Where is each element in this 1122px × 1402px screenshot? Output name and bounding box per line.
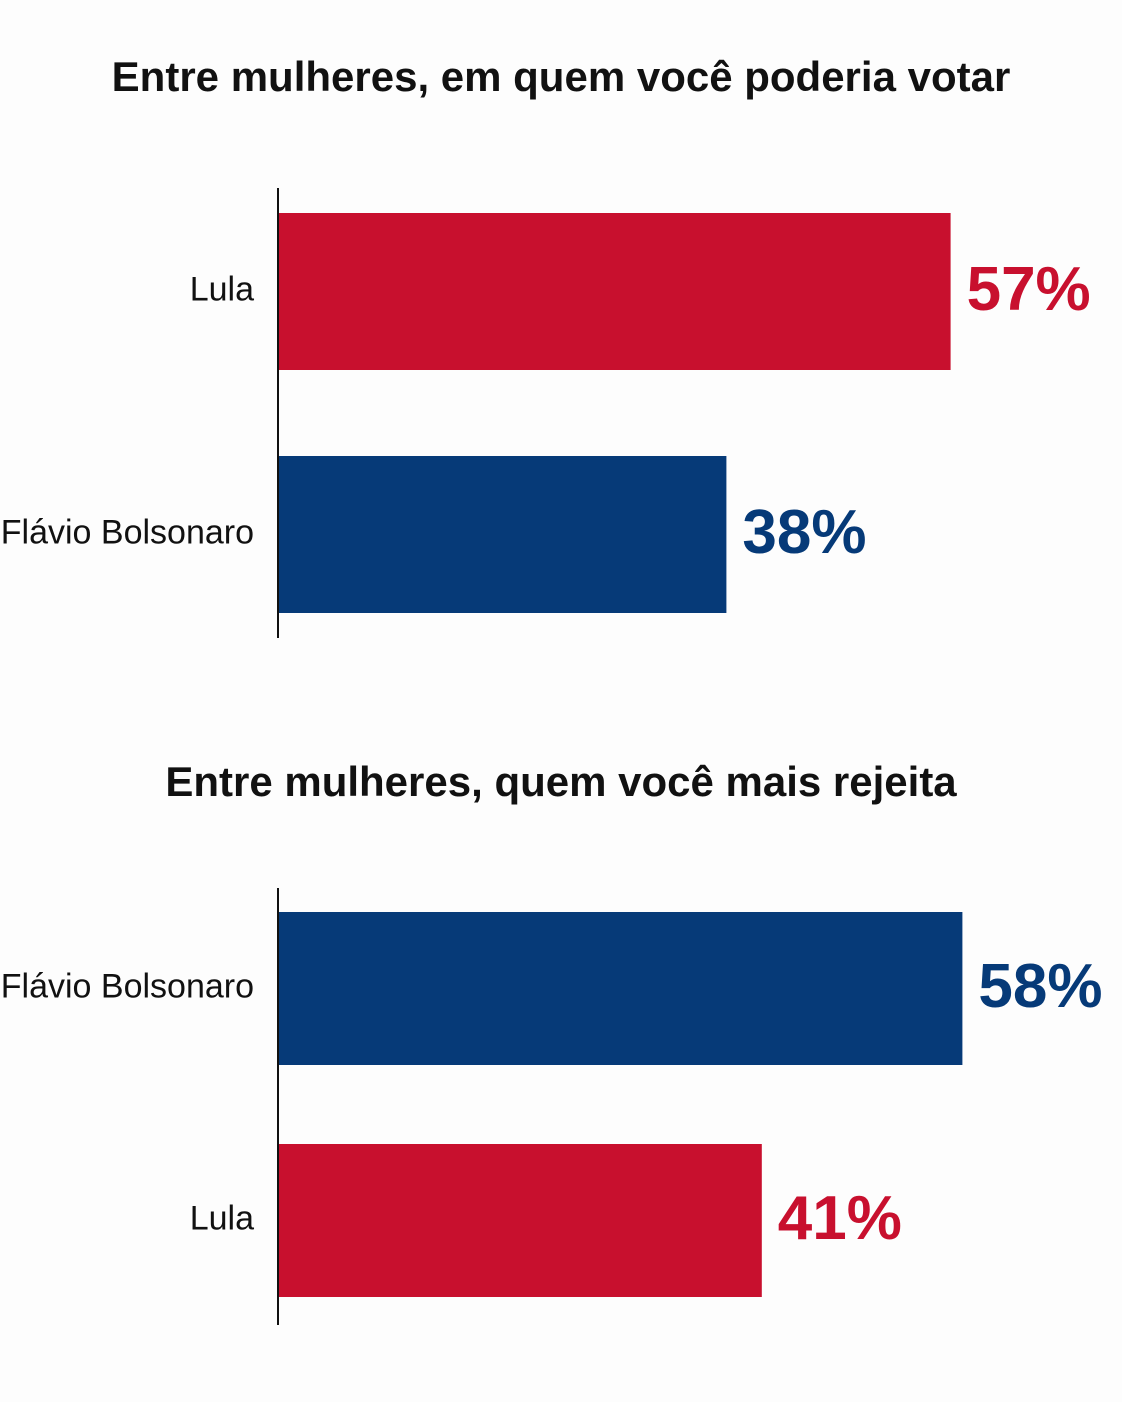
category-label: Lula	[190, 270, 254, 308]
chart-title: Entre mulheres, quem você mais rejeita	[165, 758, 957, 805]
chart-title: Entre mulheres, em quem você poderia vot…	[112, 53, 1011, 100]
value-label: 57%	[967, 255, 1091, 324]
bar	[278, 213, 951, 370]
bar	[278, 456, 727, 613]
bar	[278, 1144, 762, 1297]
category-label: Flávio Bolsonaro	[1, 513, 254, 551]
value-label: 58%	[978, 952, 1102, 1021]
category-label: Lula	[190, 1199, 254, 1237]
value-label: 38%	[742, 498, 866, 567]
value-label: 41%	[778, 1184, 902, 1253]
bar	[278, 912, 963, 1065]
category-label: Flávio Bolsonaro	[1, 967, 254, 1005]
